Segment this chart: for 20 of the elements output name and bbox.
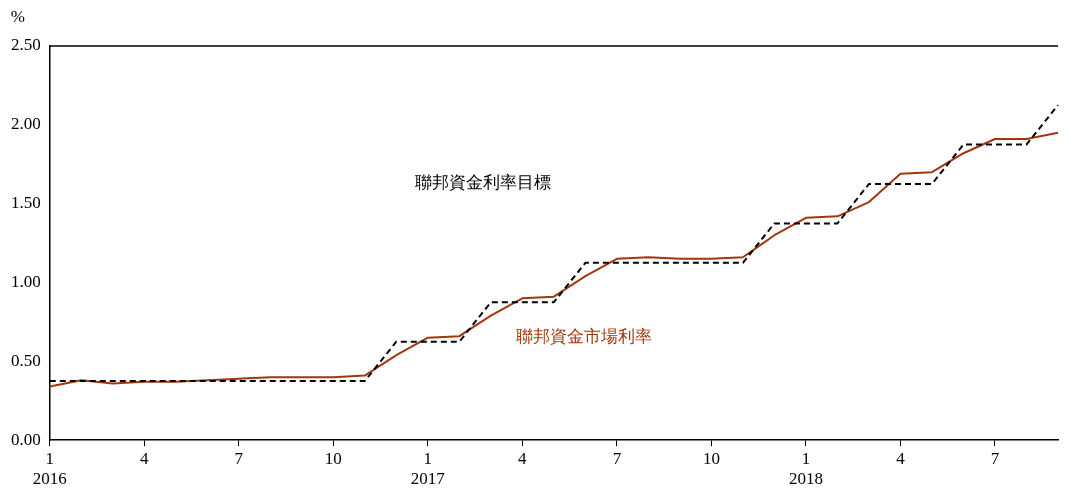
y-tick-label: 1.00 — [11, 271, 41, 291]
x-tick-label: 10 — [702, 448, 720, 468]
x-tick-label: 1 2018 — [788, 448, 823, 489]
x-tick-label: 4 — [896, 448, 906, 468]
x-tick-label: 4 — [140, 448, 150, 468]
x-tick-label: 1 2016 — [32, 448, 67, 489]
text: 聯邦資金利率目標 — [415, 173, 552, 193]
x-tick-label: 4 — [518, 448, 528, 468]
x-tick-label: 7 — [234, 448, 244, 468]
x-tick-label: 1 2017 — [410, 448, 446, 489]
x-tick-label: 7 — [612, 448, 622, 468]
x-tick-label: 10 — [324, 448, 342, 468]
y-tick-label: 0.50 — [11, 350, 41, 370]
series-label: 聯邦資金市場利率 — [516, 327, 653, 347]
y-tick-label: 1.50 — [11, 193, 41, 213]
x-tick-label: 7 — [990, 448, 1000, 468]
y-tick-label: 2.50 — [11, 35, 41, 55]
y-axis-title: % — [10, 7, 25, 27]
y-tick-label: 0.00 — [11, 429, 41, 449]
y-tick-label: 2.00 — [11, 114, 41, 134]
